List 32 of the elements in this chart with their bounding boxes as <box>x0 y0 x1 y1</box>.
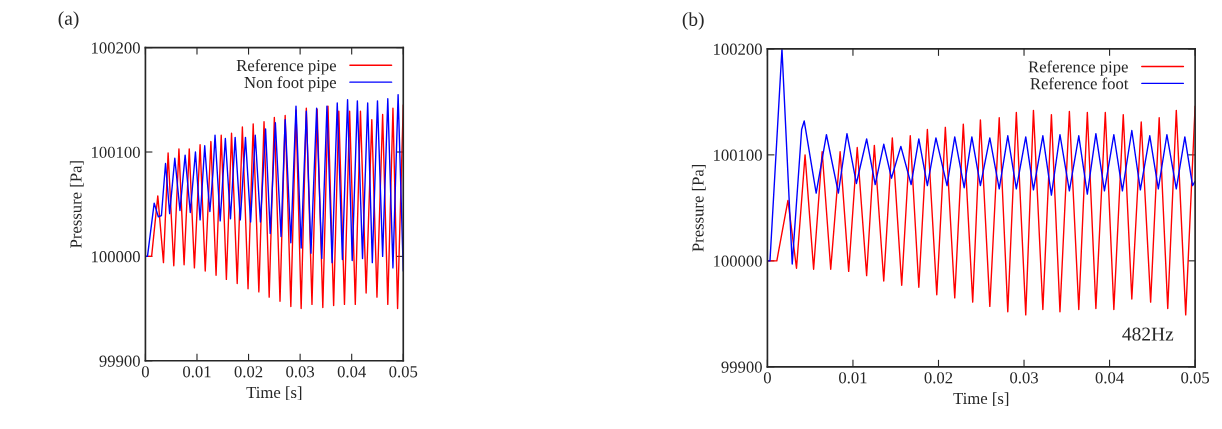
x-tick-label: 0.03 <box>286 366 315 378</box>
y-axis-title: Pressure [Pa] <box>691 164 706 252</box>
x-tick-label: 0.02 <box>924 372 953 384</box>
y-tick-label: 100000 <box>92 251 140 263</box>
x-tick-label: 0.01 <box>839 372 867 384</box>
x-axis-title: Time [s] <box>246 386 302 401</box>
x-axis-title: Time [s] <box>953 392 1009 407</box>
y-tick-label: 100200 <box>92 42 140 54</box>
chart-title: (b) <box>682 12 704 30</box>
x-tick-label: 0.02 <box>234 366 263 378</box>
legend-label: Non foot pipe <box>244 76 337 92</box>
x-tick-label: 0.05 <box>1181 372 1210 384</box>
legend-label: Reference pipe <box>236 59 337 75</box>
x-tick-label: 0 <box>141 366 149 378</box>
y-tick-label: 100000 <box>714 255 762 267</box>
x-tick-label: 0.05 <box>389 366 418 378</box>
y-tick-label: 100200 <box>714 43 762 55</box>
y-tick-label: 100100 <box>714 149 762 161</box>
legend-label: Reference pipe <box>1028 60 1128 76</box>
x-tick-label: 0.03 <box>1010 372 1038 384</box>
x-tick-label: 0.01 <box>183 366 211 378</box>
y-tick-label: 99900 <box>99 355 140 367</box>
y-tick-label: 100100 <box>92 146 140 158</box>
y-axis-title: Pressure [Pa] <box>69 161 84 248</box>
x-tick-label: 0 <box>763 372 771 384</box>
x-tick-label: 0.04 <box>1095 372 1124 384</box>
annotation: 482Hz <box>1122 327 1174 341</box>
y-tick-label: 99900 <box>721 361 762 373</box>
legend-label: Reference foot <box>1030 77 1129 90</box>
x-tick-label: 0.04 <box>337 366 367 378</box>
chart-title: (a) <box>58 11 79 29</box>
line-series <box>145 104 404 310</box>
